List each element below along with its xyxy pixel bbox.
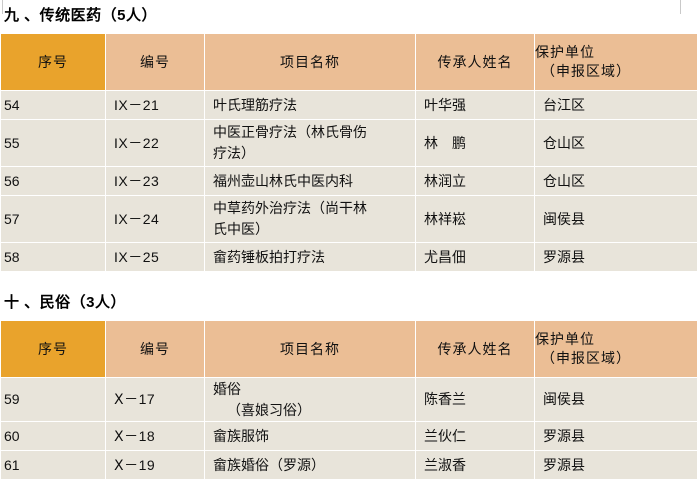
cell-code: IX－23 <box>105 166 205 196</box>
cell-seq: 56 <box>0 166 106 196</box>
cell-person: 林 鹏 <box>415 119 535 167</box>
cell-unit: 闽侯县 <box>534 377 697 422</box>
cell-seq: 57 <box>0 195 106 243</box>
column-header-person: 传承人姓名 <box>415 320 535 378</box>
table-header-row: 序号 编号 项目名称 传承人姓名 保护单位 （申报区域） <box>0 320 697 378</box>
cell-code: IX－25 <box>105 242 205 272</box>
cell-name-line2: 疗法） <box>213 145 255 161</box>
cell-unit: 罗源县 <box>534 450 697 480</box>
table-row: 61 Ⅹ－19 畲族婚俗（罗源） 兰淑香 罗源县 <box>0 450 697 480</box>
column-header-unit-line1: 保护单位 <box>535 331 595 347</box>
cell-name-line2: （喜娘习俗） <box>227 401 311 418</box>
cell-name-line1: 叶氏理筋疗法 <box>213 96 297 113</box>
cell-code: IX－21 <box>105 90 205 120</box>
table-header: 序号 编号 项目名称 传承人姓名 保护单位 （申报区域） <box>0 33 697 91</box>
cell-person: 兰淑香 <box>415 450 535 480</box>
table-row: 56 IX－23 福州壶山林氏中医内科 林润立 仓山区 <box>0 166 697 196</box>
column-header-seq: 序号 <box>0 320 106 378</box>
table-body: 54 IX－21 叶氏理筋疗法 叶华强 台江区 55 IX－22 中医正骨疗法（… <box>0 90 697 272</box>
cell-seq: 61 <box>0 450 106 480</box>
column-header-name: 项目名称 <box>204 33 416 91</box>
column-header-unit-line1: 保护单位 <box>535 44 595 60</box>
table-row: 60 Ⅹ－18 畲族服饰 兰伙仁 罗源县 <box>0 421 697 451</box>
cell-seq: 55 <box>0 119 106 167</box>
cell-person: 陈香兰 <box>415 377 535 422</box>
cell-person: 林祥崧 <box>415 195 535 243</box>
column-header-code: 编号 <box>105 33 205 91</box>
cell-name: 畲族婚俗（罗源） <box>204 450 416 480</box>
cell-name-line2: 氏中医） <box>213 221 269 237</box>
table-row: 55 IX－22 中医正骨疗法（林氏骨伤 疗法） 林 鹏 仓山区 <box>0 119 697 167</box>
column-header-unit: 保护单位 （申报区域） <box>534 33 697 91</box>
cell-name: 福州壶山林氏中医内科 <box>204 166 416 196</box>
cell-person: 林润立 <box>415 166 535 196</box>
heritage-table-traditional-medicine: 序号 编号 项目名称 传承人姓名 保护单位 （申报区域） 54 IX－21 叶氏… <box>0 33 697 272</box>
table-body: 59 Ⅹ－17 婚俗 （喜娘习俗） 陈香兰 闽侯县 60 Ⅹ－18 畲族服饰 兰… <box>0 377 697 480</box>
cell-name: 中医正骨疗法（林氏骨伤 疗法） <box>204 119 416 167</box>
section-traditional-medicine: 九 、传统医药（5人） 序号 编号 项目名称 传承人姓名 保护单位 （申报区域） <box>0 7 697 272</box>
section-heading: 十 、民俗（3人） <box>4 294 127 311</box>
table-header-row: 序号 编号 项目名称 传承人姓名 保护单位 （申报区域） <box>0 33 697 91</box>
cell-name-line1: 中医正骨疗法（林氏骨伤 <box>213 124 367 140</box>
cell-seq: 58 <box>0 242 106 272</box>
cell-person: 叶华强 <box>415 90 535 120</box>
cell-code: Ⅹ－18 <box>105 421 205 451</box>
column-header-unit-line2: （申报区域） <box>541 63 631 79</box>
cell-unit: 台江区 <box>534 90 697 120</box>
cell-name: 婚俗 （喜娘习俗） <box>204 377 416 422</box>
page-margin-mark-left <box>2 0 3 14</box>
cell-name: 畲药锤板拍打疗法 <box>204 242 416 272</box>
table-row: 58 IX－25 畲药锤板拍打疗法 尤昌佃 罗源县 <box>0 242 697 272</box>
cell-code: Ⅹ－19 <box>105 450 205 480</box>
cell-seq: 60 <box>0 421 106 451</box>
table-row: 54 IX－21 叶氏理筋疗法 叶华强 台江区 <box>0 90 697 120</box>
page-margin-mark-right <box>680 0 681 14</box>
cell-unit: 闽侯县 <box>534 195 697 243</box>
table-row: 59 Ⅹ－17 婚俗 （喜娘习俗） 陈香兰 闽侯县 <box>0 377 697 422</box>
cell-person: 兰伙仁 <box>415 421 535 451</box>
cell-unit: 罗源县 <box>534 242 697 272</box>
cell-name: 叶氏理筋疗法 <box>204 90 416 120</box>
cell-seq: 54 <box>0 90 106 120</box>
cell-code: IX－22 <box>105 119 205 167</box>
table-row: 57 IX－24 中草药外治疗法（尚干林 氏中医） 林祥崧 闽侯县 <box>0 195 697 243</box>
column-header-unit: 保护单位 （申报区域） <box>534 320 697 378</box>
heritage-table-folklore: 序号 编号 项目名称 传承人姓名 保护单位 （申报区域） 59 Ⅹ－17 婚俗 <box>0 320 697 480</box>
cell-name-line1: 福州壶山林氏中医内科 <box>213 172 353 189</box>
column-header-name: 项目名称 <box>204 320 416 378</box>
cell-name-line1: 畲族婚俗（罗源） <box>213 456 325 473</box>
column-header-person: 传承人姓名 <box>415 33 535 91</box>
cell-person: 尤昌佃 <box>415 242 535 272</box>
section-folklore: 十 、民俗（3人） 序号 编号 项目名称 传承人姓名 保护单位 （申报区域） <box>0 287 697 480</box>
table-header: 序号 编号 项目名称 传承人姓名 保护单位 （申报区域） <box>0 320 697 378</box>
cell-code: Ⅹ－17 <box>105 377 205 422</box>
column-header-code: 编号 <box>105 320 205 378</box>
cell-name: 中草药外治疗法（尚干林 氏中医） <box>204 195 416 243</box>
cell-name-line1: 畲药锤板拍打疗法 <box>213 248 325 265</box>
cell-name-line1: 畲族服饰 <box>213 427 269 444</box>
cell-unit: 仓山区 <box>534 119 697 167</box>
cell-name-line1: 中草药外治疗法（尚干林 <box>213 200 367 216</box>
cell-seq: 59 <box>0 377 106 422</box>
section-heading: 九 、传统医药（5人） <box>4 7 158 24</box>
cell-unit: 罗源县 <box>534 421 697 451</box>
cell-name-line1: 婚俗 <box>213 380 241 397</box>
cell-code: IX－24 <box>105 195 205 243</box>
column-header-unit-line2: （申报区域） <box>541 350 631 366</box>
cell-name: 畲族服饰 <box>204 421 416 451</box>
column-header-seq: 序号 <box>0 33 106 91</box>
cell-unit: 仓山区 <box>534 166 697 196</box>
